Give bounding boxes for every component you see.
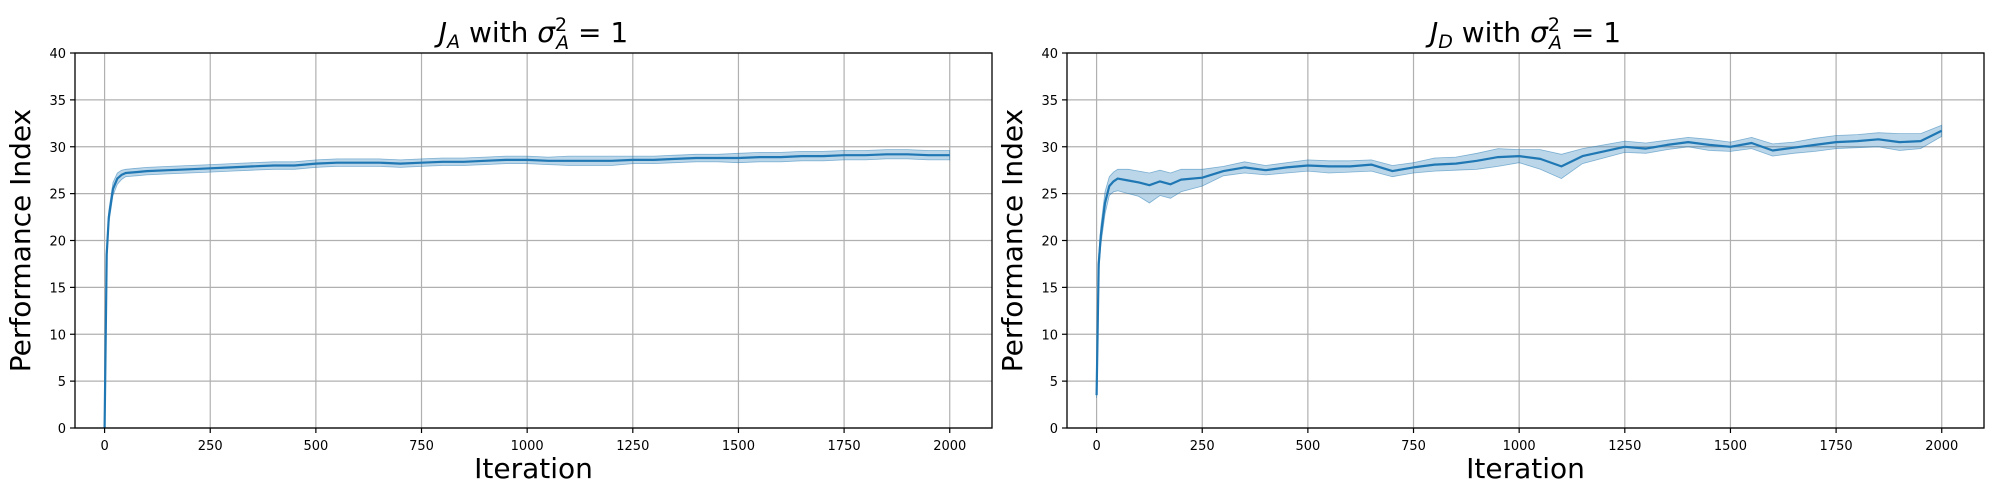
series-line [103,153,950,429]
grid [1067,52,1984,429]
chart-title: JA with σ2 A = 1 [434,14,628,54]
x-tick-label: 250 [198,439,223,454]
chart-panel-2: 0 250 500 750 1000 1250 1500 1750 2000 0 5 10 15 20 25… [996,14,1985,485]
x-tick-label: 0 [100,439,108,454]
y-tick-label: 10 [1041,328,1058,343]
x-tick-label: 1750 [828,439,861,454]
x-tick-label: 1250 [1608,439,1641,454]
y-tick-label: 15 [49,281,66,296]
x-tick-label: 1000 [1503,439,1536,454]
x-tick-label: 750 [1401,439,1426,454]
y-tick-label: 25 [49,188,66,203]
y-tick-label: 5 [58,375,66,390]
x-tick-label: 1000 [511,439,544,454]
confidence-band [1096,124,1943,399]
chart-title: JD with σ2 A = 1 [1425,14,1621,54]
grid [75,52,992,429]
x-tick-label: 250 [1190,439,1215,454]
x-tick-label: 500 [1295,439,1320,454]
y-tick-label: 35 [1041,94,1058,109]
x-tick-label: 2000 [1925,439,1958,454]
x-tick-label: 1250 [616,439,649,454]
y-tick-label: 40 [1041,47,1058,62]
y-tick-label: 0 [1050,422,1058,437]
y-tick-label: 20 [1041,235,1058,250]
chart-panel-1: 0 250 500 750 1000 1250 1500 1750 2000 0 5 10 15 20 25… [4,14,993,485]
x-tick-label: 1500 [1714,439,1747,454]
y-tick-label: 10 [49,328,66,343]
y-tick-label: 5 [1050,375,1058,390]
y-tick-label: 35 [49,94,66,109]
y-tick-label: 0 [58,422,66,437]
y-tick-label: 40 [49,47,66,62]
series-line [1095,129,1943,396]
y-tick-label: 30 [1041,141,1058,156]
y-axis-label: Performance Index [996,109,1029,372]
x-tick-label: 500 [303,439,328,454]
y-tick-label: 30 [49,141,66,156]
y-tick-label: 15 [1041,281,1058,296]
x-tick-label: 2000 [933,439,966,454]
x-tick-label: 1750 [1820,439,1853,454]
x-axis-label: Iteration [474,452,593,485]
x-axis-label: Iteration [1466,452,1585,485]
x-tick-label: 750 [409,439,434,454]
x-tick-label: 1500 [722,439,755,454]
x-tick-label: 0 [1092,439,1100,454]
y-tick-label: 20 [49,235,66,250]
y-axis-label: Performance Index [4,109,37,372]
y-tick-label: 25 [1041,188,1058,203]
